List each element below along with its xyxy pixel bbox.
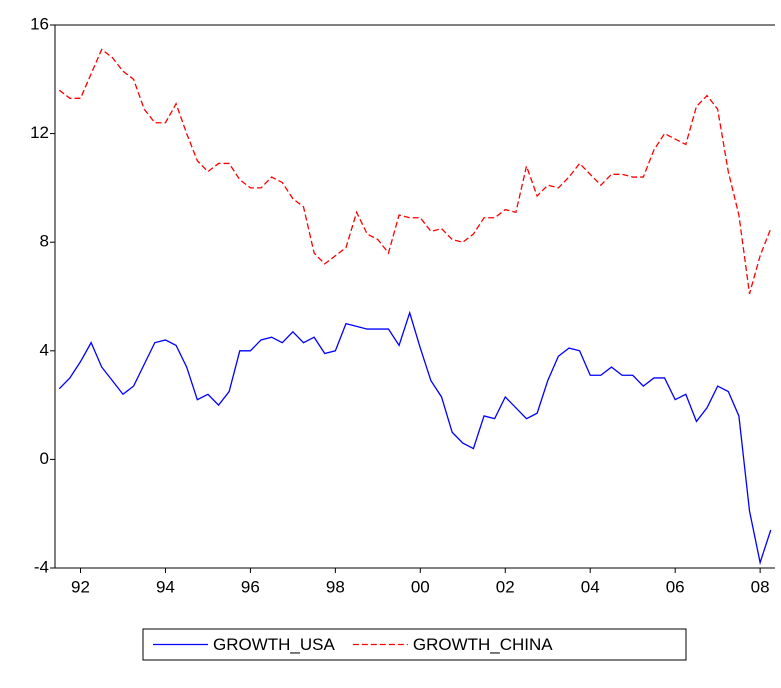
y-tick-label: 16 [30,14,49,33]
y-tick-label: 8 [40,232,49,251]
x-tick-label: 00 [411,577,430,596]
y-tick-label: -4 [34,557,49,576]
legend-label: GROWTH_CHINA [413,635,553,654]
series-line [58,48,772,294]
x-tick-label: 04 [581,577,600,596]
legend-box [142,628,687,661]
x-tick-label: 98 [326,577,345,596]
x-tick-label: 06 [666,577,685,596]
y-tick-label: 12 [30,123,49,142]
legend-label: GROWTH_USA [213,635,336,654]
x-tick-label: 96 [241,577,260,596]
y-tick-label: 0 [40,449,49,468]
y-tick-label: 4 [40,340,49,359]
x-tick-label: 08 [751,577,770,596]
x-tick-label: 92 [71,577,90,596]
x-tick-label: 02 [496,577,515,596]
series-line [58,310,772,566]
x-tick-label: 94 [156,577,175,596]
